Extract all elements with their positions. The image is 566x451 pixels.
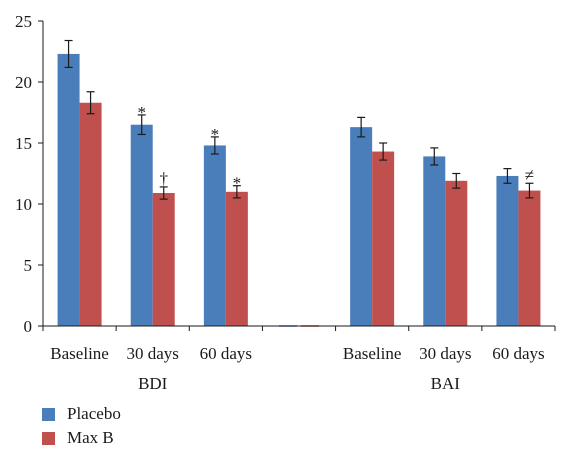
x-axis: Baseline 30 days 60 days Baseline 30 days 60 … xyxy=(42,325,556,393)
bar xyxy=(79,102,102,327)
significance-marker: * xyxy=(233,174,242,193)
significance-marker: * xyxy=(137,103,146,122)
bar xyxy=(130,124,153,326)
y-tick-label: 25 xyxy=(15,12,32,31)
error-bars xyxy=(64,39,534,200)
legend-swatch xyxy=(42,431,55,445)
bar xyxy=(423,156,446,326)
x-category-label: 60 days xyxy=(200,344,252,363)
significance-marker: * xyxy=(211,125,220,144)
bar xyxy=(350,127,373,326)
x-category-label: 30 days xyxy=(127,344,179,363)
y-tick-label: 0 xyxy=(24,317,33,336)
x-category-label: 60 days xyxy=(492,344,544,363)
significance-annotations: * * † * ≠ xyxy=(137,103,534,193)
x-category-label: 30 days xyxy=(419,344,471,363)
bar xyxy=(518,190,541,326)
bar xyxy=(225,191,248,326)
legend: Placebo Max B xyxy=(42,402,121,450)
legend-label: Placebo xyxy=(67,404,121,423)
bar xyxy=(445,180,468,326)
bar xyxy=(203,145,226,326)
legend-swatch xyxy=(42,407,55,421)
significance-marker: ≠ xyxy=(525,165,534,184)
bar xyxy=(152,193,175,326)
bar xyxy=(372,151,395,326)
bar xyxy=(57,53,80,326)
bars xyxy=(57,53,541,327)
y-axis: 0 5 10 15 20 25 xyxy=(15,12,44,336)
legend-item: Placebo xyxy=(42,402,121,426)
legend-label: Max B xyxy=(67,428,114,447)
x-category-label: Baseline xyxy=(50,344,109,363)
x-category-label: Baseline xyxy=(343,344,402,363)
legend-item: Max B xyxy=(42,426,121,450)
y-tick-label: 10 xyxy=(15,195,32,214)
group-label: BAI xyxy=(431,374,461,393)
y-tick-label: 5 xyxy=(24,256,33,275)
group-label: BDI xyxy=(138,374,168,393)
bar xyxy=(496,175,519,326)
significance-marker: † xyxy=(159,169,168,188)
y-tick-label: 15 xyxy=(15,134,32,153)
y-tick-label: 20 xyxy=(15,73,32,92)
